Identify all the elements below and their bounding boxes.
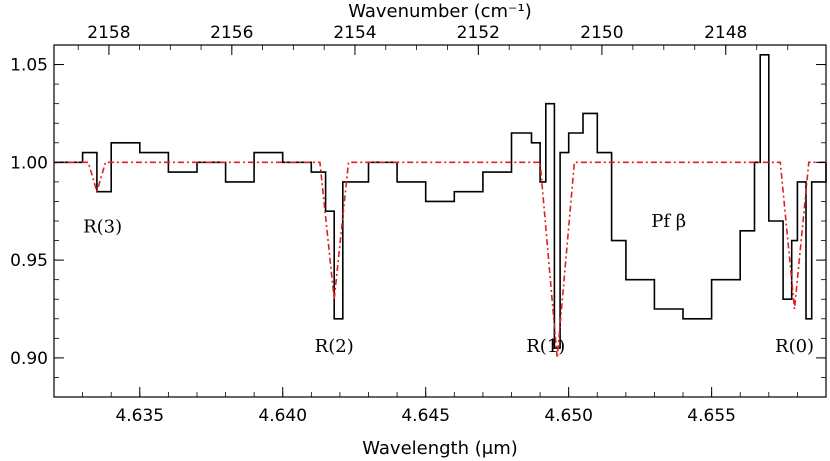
x-tick-label-2: 4.645 — [401, 406, 450, 426]
annotation-4: R(0) — [775, 336, 814, 357]
annotation-3: Pf β — [651, 211, 686, 232]
series-line-0 — [54, 54, 827, 349]
y-tick-label-0: 0.90 — [10, 349, 48, 369]
x-axis-title: Wavelength (μm) — [362, 438, 518, 459]
y-tick-label-1: 0.95 — [10, 251, 48, 271]
plot-area: R(3) R(2) R(1) Pf β R(0) — [53, 54, 827, 358]
y-tick-label-2: 1.00 — [10, 153, 48, 173]
x-tick-label-4: 4.655 — [687, 406, 736, 426]
annotation-1: R(2) — [315, 336, 354, 357]
annotation-0: R(3) — [83, 217, 122, 238]
axes: 4.635 4.640 4.645 4.650 4.655 0.90 0.95 1.00 1.0… — [10, 23, 827, 426]
y-tick-label-3: 1.05 — [10, 56, 48, 76]
x2-tick-label-5: 2148 — [704, 23, 747, 43]
top-axis-title: Wavenumber (cm⁻¹) — [348, 1, 532, 22]
x-tick-label-3: 4.650 — [544, 406, 593, 426]
x-tick-label-1: 4.640 — [258, 406, 307, 426]
x2-tick-label-2: 2154 — [333, 23, 376, 43]
plot-frame — [53, 44, 827, 398]
annotation-2: R(1) — [526, 336, 565, 357]
x2-tick-label-3: 2152 — [457, 23, 500, 43]
x2-tick-label-0: 2158 — [87, 23, 130, 43]
x2-tick-label-4: 2150 — [580, 23, 623, 43]
x2-tick-label-1: 2156 — [210, 23, 253, 43]
series-line-1 — [54, 161, 826, 358]
x-tick-label-0: 4.635 — [115, 406, 164, 426]
